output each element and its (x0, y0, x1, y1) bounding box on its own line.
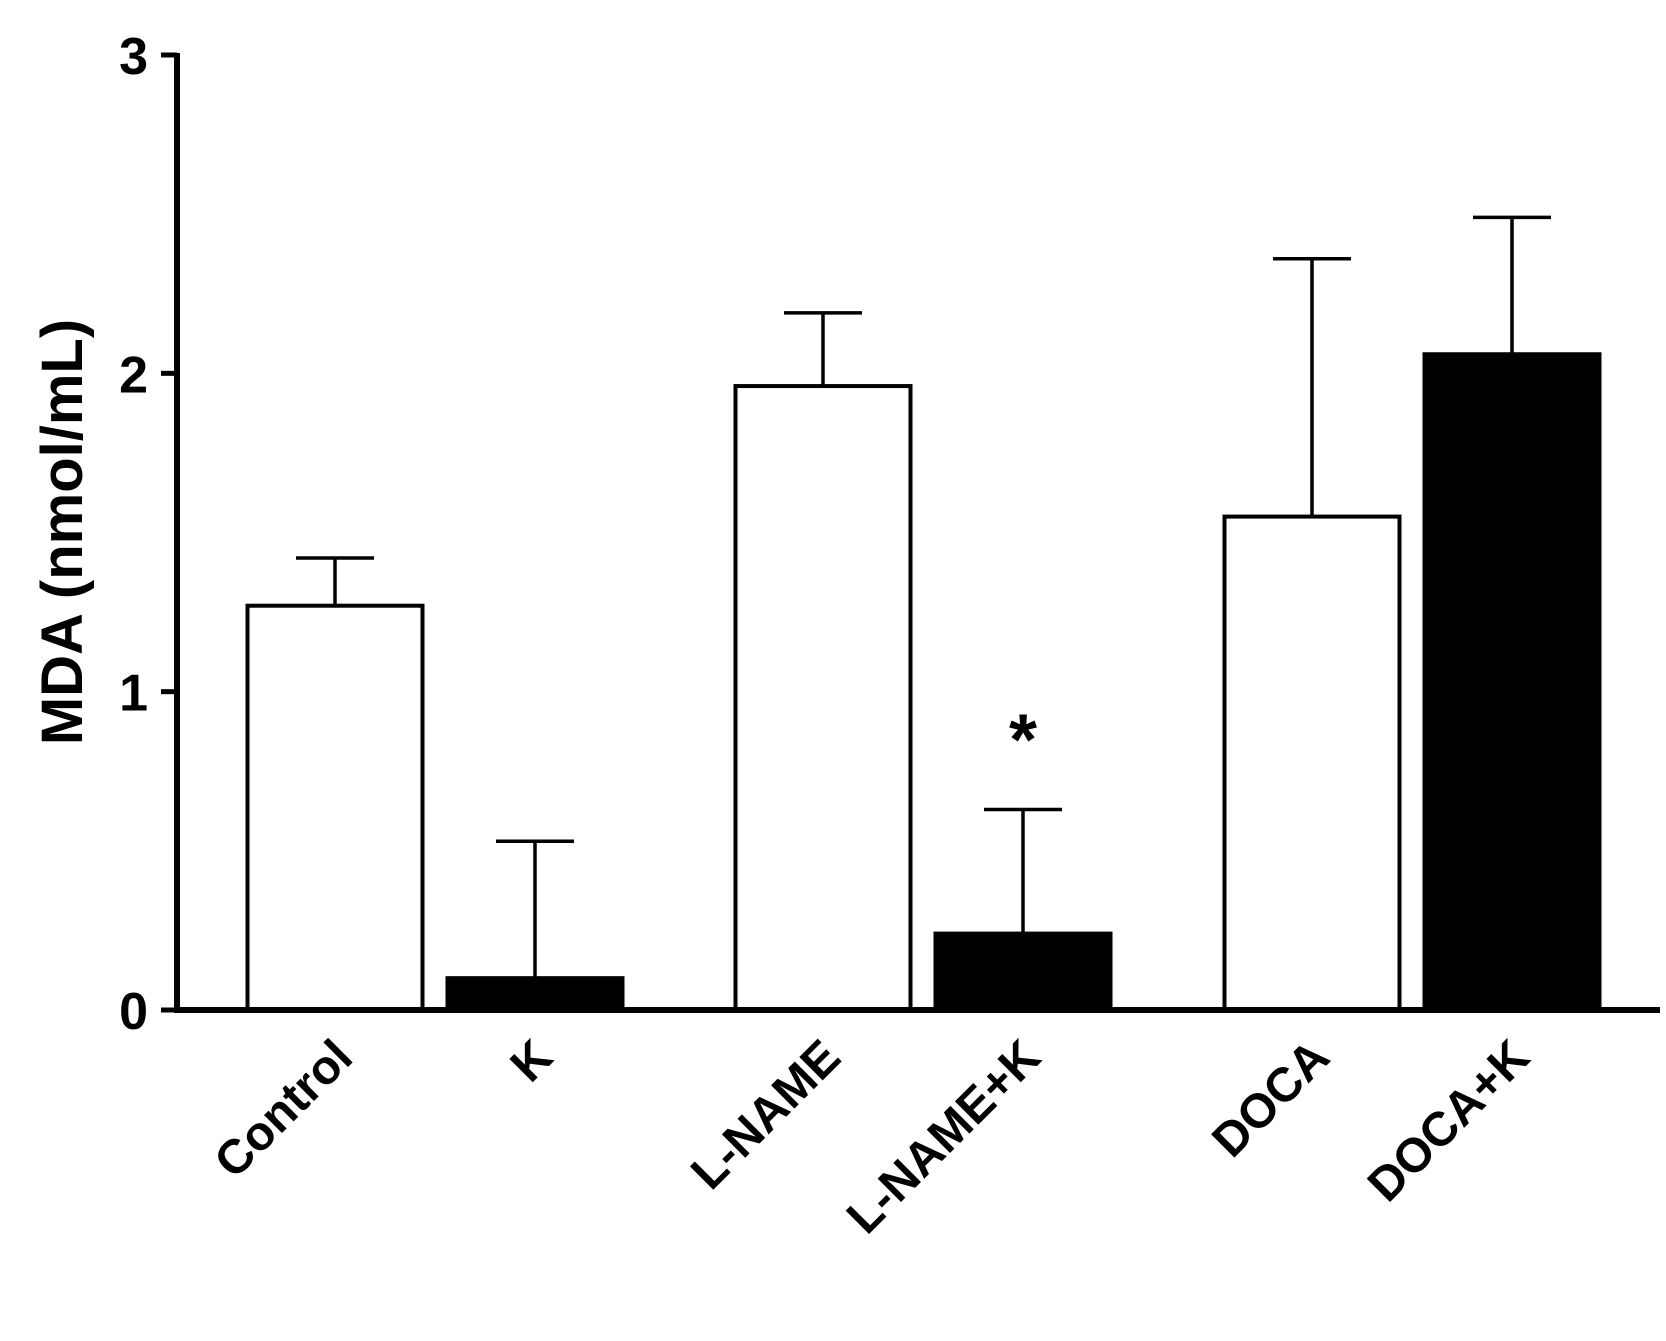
bar-6 (1422, 352, 1602, 1012)
y-axis-label: MDA (nmol/mL) (30, 319, 95, 745)
bar-5 (1222, 514, 1402, 1012)
y-tick-label-1: 1 (119, 665, 148, 723)
x-tick-label-3: L-NAME (681, 1030, 850, 1199)
x-tick-label-4: L-NAME+K (837, 1030, 1051, 1244)
y-tick-label-2: 2 (119, 346, 148, 404)
bar-3 (733, 384, 913, 1013)
y-tick-label-3: 3 (119, 28, 148, 86)
x-tick-label-2: K (501, 1030, 563, 1092)
x-tick-label-6: DOCA+K (1358, 1030, 1540, 1212)
significance-marker-1: * (1009, 700, 1037, 780)
x-tick-label-1: Control (205, 1030, 363, 1188)
bar-2 (445, 976, 625, 1013)
bar-4 (933, 931, 1113, 1012)
bar-1 (245, 603, 425, 1012)
x-tick-label-5: DOCA (1202, 1030, 1339, 1167)
y-tick-label-0: 0 (119, 983, 148, 1041)
